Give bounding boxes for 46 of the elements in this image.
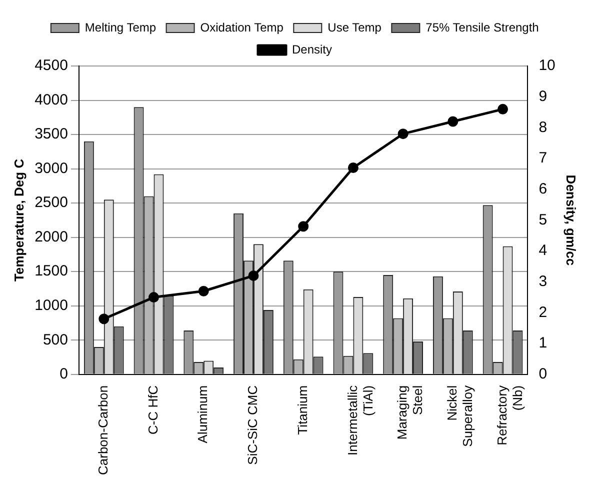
y-tick-label: 500	[42, 331, 68, 348]
y-tick-label: 4500	[34, 57, 68, 74]
y2-tick-label: 9	[538, 88, 548, 105]
y2-tick-label: 8	[538, 118, 548, 136]
x-tick-label: Maraging Steel	[394, 385, 426, 440]
y-tick-label: 2500	[34, 194, 68, 212]
x-tick-label: Carbon-Carbon	[95, 385, 110, 476]
x-tick-label: Refractory (Nb)	[494, 384, 525, 446]
y2-tick-label: 4	[538, 242, 548, 260]
x-tick-label: Intermetallic (TiAl)	[344, 384, 376, 456]
point	[498, 104, 508, 114]
y-axis-title: Temperature, Deg C	[11, 158, 26, 282]
point	[248, 270, 259, 281]
legend-label: Density	[292, 42, 332, 56]
point	[448, 116, 458, 127]
y2-axis-title: Density, gm/cc	[564, 174, 579, 266]
y2-tick-label: 6	[538, 180, 548, 198]
y-tick-label: 2000	[34, 228, 68, 246]
legend-label: Oxidation Temp	[200, 20, 284, 34]
x-tick-label: C-C HfC	[145, 385, 160, 435]
y2-tick-label: 10	[538, 57, 556, 74]
point	[198, 286, 209, 296]
y-tick-label: 4000	[34, 91, 68, 108]
point	[298, 221, 309, 232]
point	[148, 292, 160, 303]
x-tick-label: Nickel Superalloy	[444, 384, 476, 447]
y2-tick-label: 5	[538, 211, 548, 228]
y2-tick-label: 1	[538, 334, 548, 352]
x-tick-label: Titanium	[294, 385, 310, 435]
y2-tick-label: 0	[538, 366, 548, 383]
legend-label: Use Temp	[328, 20, 382, 34]
y2-tick-label: 3	[538, 273, 548, 290]
y-tick-label: 1500	[34, 262, 68, 280]
y-tick-label: 1000	[34, 297, 68, 314]
y-tick-label: 3000	[34, 160, 68, 177]
y-tick-label: 0	[60, 366, 68, 383]
point	[98, 314, 110, 324]
point	[398, 128, 408, 140]
point	[348, 162, 358, 174]
y2-tick-label: 2	[538, 304, 548, 321]
y-tick-label: 3500	[34, 126, 68, 143]
legend-label: 75% Tensile Strength	[426, 20, 539, 34]
legend-label: Melting Temp	[84, 20, 156, 34]
x-tick-label: SiC-SiC CMC	[245, 385, 260, 465]
x-tick-label: Aluminum	[195, 385, 210, 444]
y2-tick-label: 7	[538, 150, 548, 167]
